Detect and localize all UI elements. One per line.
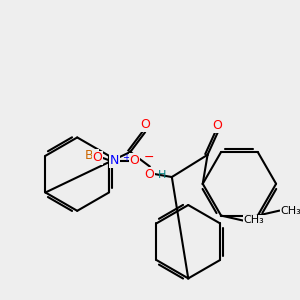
Text: O: O: [92, 151, 102, 164]
Text: O: O: [212, 119, 222, 132]
Text: O: O: [129, 154, 139, 167]
Text: H: H: [158, 170, 166, 180]
Text: O: O: [145, 168, 154, 181]
Text: +: +: [122, 153, 130, 163]
Text: O: O: [140, 118, 150, 131]
Text: Br: Br: [85, 149, 98, 162]
Text: CH₃: CH₃: [244, 215, 264, 225]
Text: CH₃: CH₃: [280, 206, 300, 216]
Text: N: N: [110, 154, 119, 167]
Text: −: −: [144, 151, 154, 164]
